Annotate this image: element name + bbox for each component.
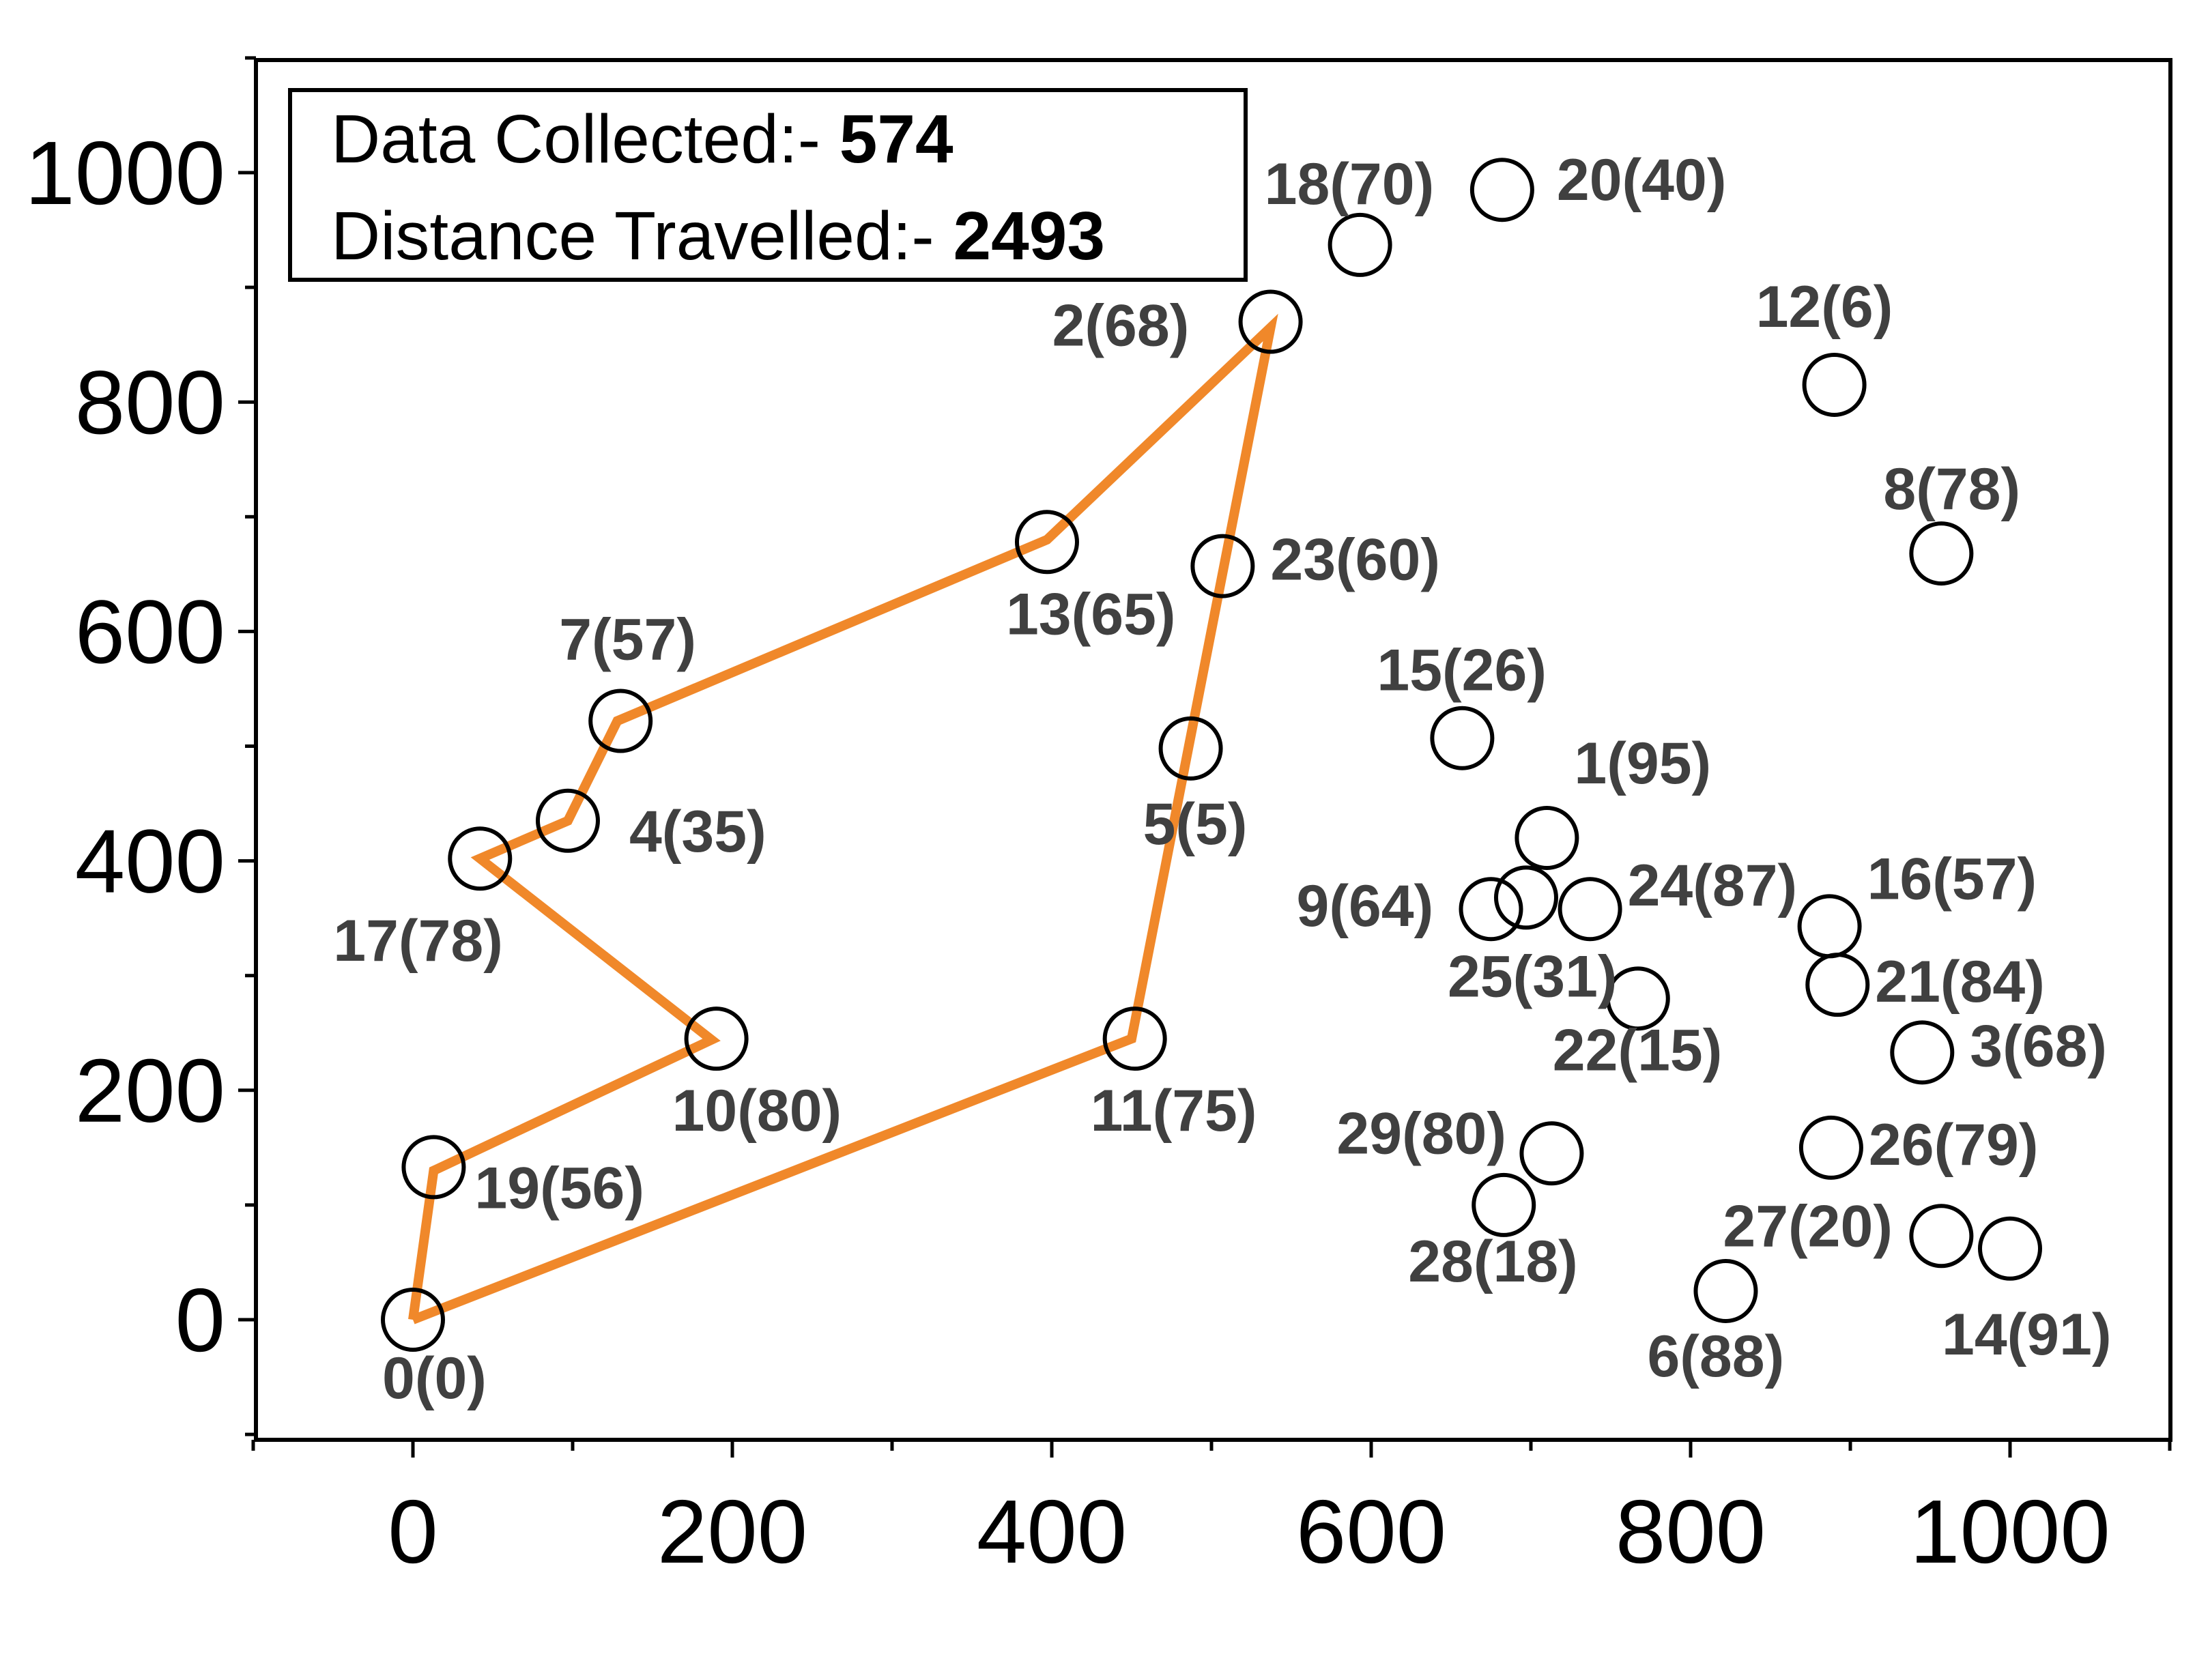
node-6-marker — [1693, 1258, 1758, 1323]
info-box: Data Collected:- 574 Distance Travelled:… — [288, 88, 1248, 282]
node-12-marker — [1802, 352, 1867, 417]
y-tick-label: 400 — [75, 811, 225, 912]
y-tick-label: 800 — [75, 352, 225, 452]
node-23-marker — [1190, 534, 1255, 598]
node-5-marker — [1158, 716, 1223, 781]
node-6-label: 6(88) — [1647, 1324, 1784, 1389]
node-24-marker — [1558, 877, 1622, 942]
node-7-label: 7(57) — [559, 607, 696, 673]
info-box-border — [288, 88, 1248, 282]
node-9-marker — [1459, 877, 1523, 942]
node-21-label: 21(84) — [1875, 949, 2045, 1015]
node-24-label: 24(87) — [1628, 853, 1798, 918]
node-3-label: 3(68) — [1970, 1013, 2107, 1079]
node-25-label: 25(31) — [1448, 944, 1618, 1009]
x-tick-label: 0 — [388, 1481, 437, 1582]
node-11-marker — [1102, 1006, 1167, 1071]
label-layer: 0(0) 1(95) 2(68) 3(68) 4(35) 5(5) 6(88) 7(57) 8(… — [333, 147, 2111, 1411]
node-2-label: 2(68) — [1052, 293, 1190, 359]
node-8-marker — [1909, 521, 1974, 586]
x-tick-label: 200 — [657, 1481, 807, 1582]
node-11-label: 11(75) — [1091, 1078, 1257, 1144]
node-27-marker — [1909, 1204, 1974, 1269]
node-15-label: 15(26) — [1377, 638, 1547, 704]
node-20-marker — [1469, 158, 1534, 222]
node-10-marker — [684, 1006, 749, 1071]
node-12-label: 12(6) — [1756, 274, 1893, 340]
node-1-marker — [1515, 805, 1579, 870]
node-16-label: 16(57) — [1867, 846, 2037, 912]
node-13-marker — [1014, 510, 1079, 575]
route-path — [408, 313, 1278, 1324]
node-4-marker — [535, 788, 600, 853]
node-27-label: 27(20) — [1723, 1193, 1893, 1259]
node-15-marker — [1430, 706, 1495, 770]
node-26-marker — [1798, 1115, 1863, 1180]
node-17-label: 17(78) — [333, 908, 503, 974]
node-25-marker — [1493, 865, 1558, 930]
node-17-marker — [448, 826, 513, 891]
node-21-marker — [1805, 953, 1870, 1017]
node-1-label: 1(95) — [1574, 731, 1711, 796]
x-tick-label: 800 — [1616, 1481, 1766, 1582]
node-22-marker — [1605, 966, 1670, 1031]
distance-value: 2493 — [953, 198, 1104, 274]
node-9-label: 9(64) — [1297, 873, 1434, 939]
data-collected-line: Data Collected:- 574 — [331, 101, 953, 177]
node-23-label: 23(60) — [1270, 527, 1440, 593]
node-13-label: 13(65) — [1006, 581, 1176, 647]
node-19-marker — [401, 1135, 466, 1200]
route-layer — [408, 313, 1278, 1324]
node-16-marker — [1797, 894, 1862, 959]
node-0-marker — [381, 1288, 445, 1352]
node-19-label: 19(56) — [474, 1155, 644, 1221]
data-collected-value: 574 — [840, 101, 953, 177]
node-4-label: 4(35) — [629, 799, 766, 865]
node-7-marker — [588, 689, 653, 753]
y-tick-label: 200 — [75, 1041, 225, 1141]
node-10-label: 10(80) — [672, 1078, 842, 1144]
node-2-marker — [1238, 289, 1303, 354]
node-28-label: 28(18) — [1408, 1229, 1578, 1294]
y-tick-label: 0 — [175, 1270, 225, 1370]
node-29-label: 29(80) — [1336, 1101, 1506, 1166]
node-14-label: 14(91) — [1942, 1302, 2112, 1367]
node-29-marker — [1519, 1121, 1584, 1186]
x-tick-label: 400 — [977, 1481, 1127, 1582]
y-tick-label: 1000 — [25, 123, 225, 223]
node-22-label: 22(15) — [1553, 1017, 1723, 1083]
node-8-label: 8(78) — [1883, 457, 2020, 522]
distance-line: Distance Travelled:- 2493 — [331, 198, 1105, 274]
node-3-marker — [1890, 1020, 1955, 1085]
node-28-marker — [1472, 1172, 1536, 1237]
node-20-label: 20(40) — [1557, 147, 1727, 213]
y-axis: 0 200 400 600 800 1000 — [25, 56, 256, 1436]
data-collected-label: Data Collected:- — [331, 101, 840, 177]
y-tick-label: 600 — [75, 581, 225, 682]
x-tick-label: 1000 — [1910, 1481, 2110, 1582]
x-tick-label: 600 — [1296, 1481, 1446, 1582]
node-14-marker — [1978, 1216, 2042, 1281]
node-18-label: 18(70) — [1265, 151, 1435, 217]
node-0-label: 0(0) — [382, 1346, 487, 1411]
node-5-label: 5(5) — [1143, 792, 1248, 857]
distance-label: Distance Travelled:- — [331, 198, 953, 274]
x-axis: 0 200 400 600 800 1000 — [251, 1440, 2172, 1582]
node-26-label: 26(79) — [1869, 1112, 2039, 1178]
node-18-marker — [1328, 212, 1392, 277]
node-layer — [381, 158, 2042, 1352]
